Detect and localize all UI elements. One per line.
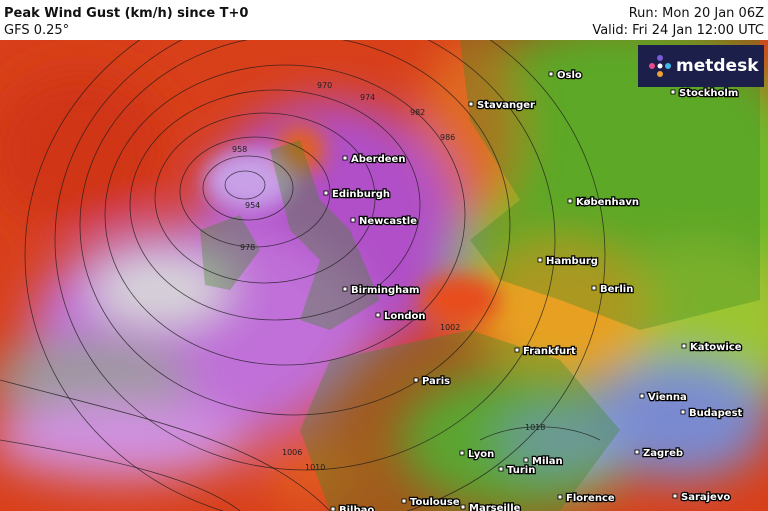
city-marker [557,494,563,500]
city-marker [634,449,640,455]
city-marker [459,450,465,456]
city-label: Lyon [468,449,494,460]
isobar-label: 1010 [305,463,325,472]
model-label: GFS 0.25° [4,23,69,38]
isobar-label: 1006 [282,448,302,457]
city-label: Milan [532,456,563,467]
city-label: Zagreb [643,448,683,459]
logo: metdesk [638,45,764,87]
isobar-label: 970 [317,81,332,90]
city-label: Stavanger [477,100,535,111]
city-label: Sarajevo [681,492,730,503]
city-marker [523,457,529,463]
isobar-label: 1002 [440,323,460,332]
city-label: Newcastle [359,216,417,227]
city-marker [514,347,520,353]
city-label: Hamburg [546,256,598,267]
isobar-label: 974 [360,93,375,102]
city-marker [468,101,474,107]
isobar-label: 1018 [525,423,545,432]
city-label: København [576,197,639,208]
isobars [0,40,606,511]
city-label: Oslo [557,70,582,81]
city-label: Stockholm [679,88,738,99]
city-label: Aberdeen [351,154,405,165]
logo-text: metdesk [676,56,759,76]
city-marker [375,312,381,318]
city-label: Birmingham [351,285,419,296]
city-label: London [384,311,426,322]
city-marker [548,71,554,77]
city-marker [460,504,466,510]
city-label: Turin [507,465,535,476]
city-label: Budapest [689,408,743,419]
city-label: Marseille [469,503,521,511]
city-marker [342,286,348,292]
city-marker [567,198,573,204]
city-label: Toulouse [410,497,460,508]
city-marker [323,190,329,196]
city-label: Edinburgh [332,189,390,200]
city-label: Florence [566,493,615,504]
logo-icon [649,55,671,77]
city-label: Katowice [690,342,742,353]
header-bar [0,0,768,40]
city-marker [330,506,336,511]
land-masses [200,40,760,511]
city-marker [670,89,676,95]
city-label: Frankfurt [523,346,576,357]
isobar-label: 954 [245,201,260,210]
city-marker [639,393,645,399]
valid-label: Valid: Fri 24 Jan 12:00 UTC [592,23,764,38]
city-marker [672,493,678,499]
isobar-label: 986 [440,133,455,142]
city-marker [680,409,686,415]
city-label: Paris [422,376,450,387]
city-label: Vienna [648,392,687,403]
isobar-label: 978 [240,243,255,252]
city-marker [401,498,407,504]
map-title: Peak Wind Gust (km/h) since T+0 [4,6,248,21]
city-marker [537,257,543,263]
city-marker [681,343,687,349]
city-marker [350,217,356,223]
city-marker [498,466,504,472]
city-label: Berlin [600,284,633,295]
run-label: Run: Mon 20 Jan 06Z [629,6,764,21]
city-marker [413,377,419,383]
isobar-label: 982 [410,108,425,117]
isobar-label: 958 [232,145,247,154]
city-marker [591,285,597,291]
city-marker [342,155,348,161]
city-label: Bilbao [339,505,374,511]
